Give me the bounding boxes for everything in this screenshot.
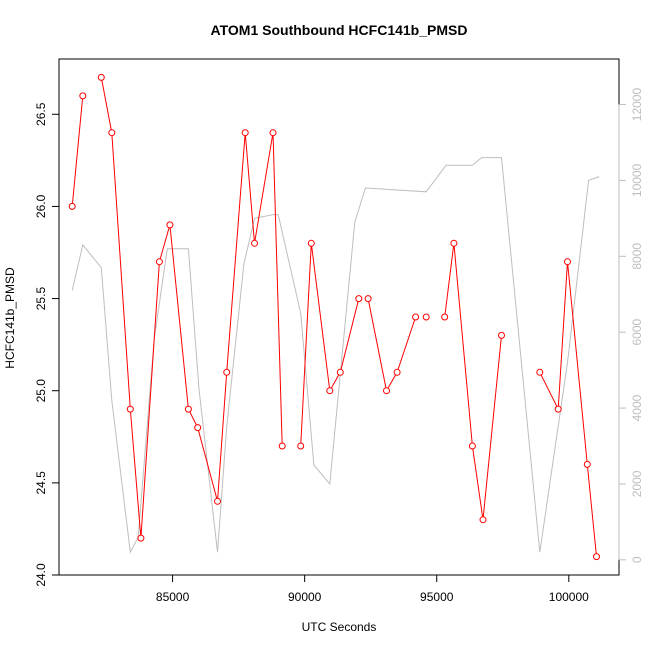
data-point xyxy=(194,424,202,432)
y2-tick-label: 4000 xyxy=(630,394,644,421)
data-point xyxy=(251,239,258,247)
y2-tick-label: 6000 xyxy=(630,319,644,346)
x-tick-label: 100000 xyxy=(549,590,589,604)
y-tick-label: 25.5 xyxy=(34,287,48,311)
data-point xyxy=(269,129,277,137)
data-point xyxy=(468,442,476,450)
data-point xyxy=(97,73,105,81)
data-point xyxy=(355,295,363,303)
y2-tick-label: 12000 xyxy=(630,88,644,122)
x-tick-label: 85000 xyxy=(156,590,190,604)
data-point xyxy=(450,239,458,247)
y-axis-label: HCFC141b_PMSD xyxy=(3,267,17,369)
data-point xyxy=(564,258,571,266)
data-point xyxy=(278,442,286,450)
series-0-line-segment xyxy=(444,243,502,520)
data-point xyxy=(536,368,544,376)
y-tick-label: 24.5 xyxy=(34,471,48,495)
right-axis-series xyxy=(71,157,600,554)
y-tick-label: 24.0 xyxy=(34,563,48,587)
y2-tick-label: 0 xyxy=(630,556,644,563)
data-point xyxy=(155,258,163,266)
series-0-line-segment xyxy=(100,77,283,539)
series-0-line-segment xyxy=(539,261,597,557)
data-point xyxy=(241,129,249,137)
data-point xyxy=(593,553,600,561)
data-point xyxy=(422,313,430,321)
data-point xyxy=(336,368,344,376)
series-0-line-segment xyxy=(367,298,417,393)
data-point xyxy=(583,460,591,468)
data-point xyxy=(326,387,334,395)
series-0-line-segment xyxy=(71,95,84,207)
y-tick-label: 26.5 xyxy=(34,102,48,126)
secondary-y-axis: 0 2000 4000 6000 8000 10000 12000 xyxy=(618,88,644,563)
x-axis: 85000 90000 95000 100000 xyxy=(156,574,589,604)
data-point xyxy=(297,442,305,450)
data-point xyxy=(108,129,116,137)
data-point xyxy=(393,368,401,376)
data-point xyxy=(126,405,134,413)
series-1-line-segment xyxy=(71,157,600,554)
data-point xyxy=(184,405,192,413)
x-tick-label: 95000 xyxy=(420,590,454,604)
chart-title: ATOM1 Southbound HCFC141b_PMSD xyxy=(211,22,468,38)
data-point xyxy=(214,497,221,505)
x-tick-label: 90000 xyxy=(288,590,322,604)
data-point xyxy=(441,313,449,321)
data-point xyxy=(364,295,372,303)
data-point xyxy=(383,387,390,395)
data-point xyxy=(479,516,487,524)
data-point xyxy=(223,368,231,376)
data-point xyxy=(166,221,174,229)
data-point xyxy=(554,405,562,413)
data-point xyxy=(412,313,420,321)
x-axis-label: UTC Seconds xyxy=(302,620,377,634)
left-axis-series xyxy=(68,73,600,561)
data-point xyxy=(79,92,87,100)
data-point xyxy=(498,331,505,339)
y2-tick-label: 10000 xyxy=(630,163,644,197)
y-tick-label: 26.0 xyxy=(34,194,48,218)
y2-tick-label: 2000 xyxy=(630,470,644,497)
data-point xyxy=(137,534,145,542)
y-tick-label: 25.0 xyxy=(34,379,48,403)
y2-tick-label: 8000 xyxy=(630,243,644,270)
data-point xyxy=(307,239,315,247)
data-point xyxy=(68,202,76,210)
y-axis: 24.0 24.5 25.0 25.5 26.0 26.5 xyxy=(34,102,60,587)
